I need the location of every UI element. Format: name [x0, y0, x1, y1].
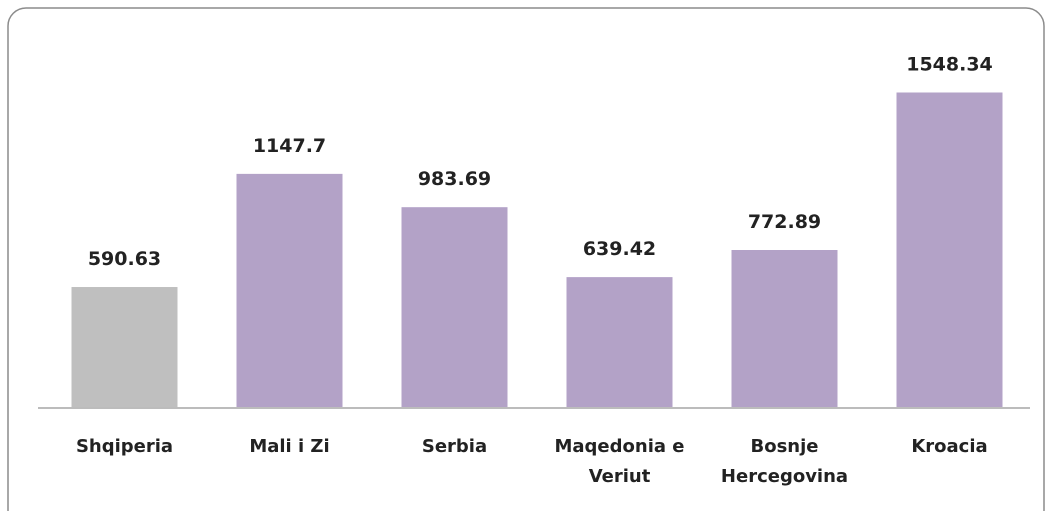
bar [71, 287, 178, 407]
x-tick-label: Bosnje Hercegovina [720, 436, 849, 487]
x-tick-label: Serbia [421, 436, 488, 457]
bar [731, 250, 838, 407]
x-tick-label: Maqedonia e Veriut [554, 436, 685, 487]
data-label: 639.42 [583, 238, 656, 260]
bar [566, 277, 673, 407]
bar [401, 207, 508, 407]
data-label: 983.69 [418, 168, 491, 190]
x-tick-label: Shqiperia [75, 436, 174, 457]
data-label: 772.89 [748, 211, 821, 233]
bar [896, 92, 1003, 407]
data-label: 1147.7 [253, 135, 326, 157]
bar [236, 173, 343, 407]
x-tick-label: Kroacia [911, 436, 988, 457]
data-label: 590.63 [88, 248, 161, 270]
data-label: 1548.34 [906, 53, 993, 75]
x-tick-label: Mali i Zi [249, 436, 330, 457]
